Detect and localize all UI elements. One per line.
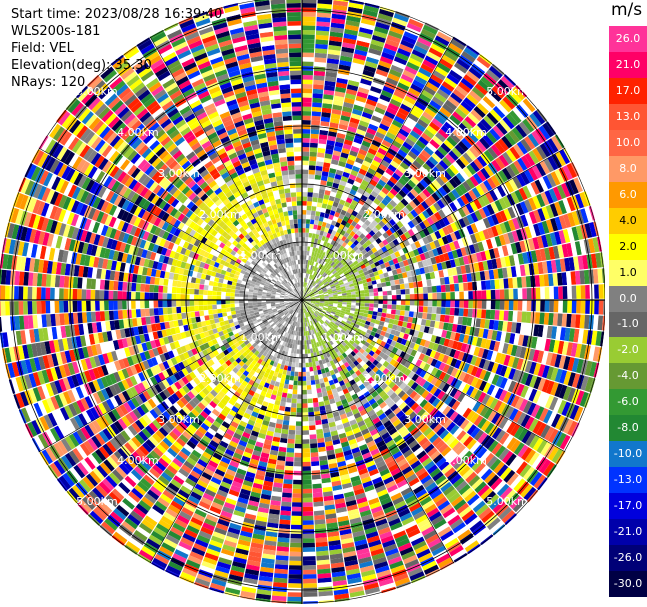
range-ring-label: 2.00km xyxy=(363,208,405,221)
colorbar-tick-label: -2.0 xyxy=(617,343,639,357)
colorbar-tick-label: -8.0 xyxy=(617,421,639,435)
colorbar-segment xyxy=(609,415,647,442)
colorbar-tick-label: -1.0 xyxy=(617,317,639,331)
outer-range-ring xyxy=(0,0,605,604)
colorbar-tick-label: 0.0 xyxy=(619,291,637,305)
outer-mask xyxy=(0,0,605,607)
range-ring-label: 2.00km xyxy=(199,372,241,385)
colorbar-segment xyxy=(609,259,647,287)
azimuth-line xyxy=(301,299,566,453)
instrument-label: WLS200s-181 xyxy=(11,24,101,39)
colorbar-segment xyxy=(609,285,647,312)
colorbar-tick-label: -21.0 xyxy=(613,525,643,539)
colorbar-segment xyxy=(609,155,647,183)
range-ring-label: 1.00km xyxy=(322,331,364,344)
start-time-label: Start time: 2023/08/28 16:39:40 xyxy=(11,7,223,22)
colorbar-tick-label: -10.0 xyxy=(613,447,643,461)
range-ring-label: 1.00km xyxy=(322,249,364,262)
range-ring-label: 3.00km xyxy=(158,413,200,426)
colorbar-segment xyxy=(609,51,647,79)
colorbar-tick-label: 4.0 xyxy=(619,213,637,227)
field-label: Field: VEL xyxy=(11,41,74,56)
colorbar-tick-label: -4.0 xyxy=(617,369,639,383)
colorbar-segment xyxy=(609,389,647,416)
range-ring-label: 3.00km xyxy=(404,167,446,180)
colorbar-tick-label: -26.0 xyxy=(613,551,643,565)
range-ring-label: 2.00km xyxy=(363,372,405,385)
colorbar-segment xyxy=(609,441,647,468)
range-ring-label: 5.00km xyxy=(76,85,118,98)
colorbar-segment xyxy=(609,233,647,261)
range-ring-label: 2.00km xyxy=(199,208,241,221)
range-ring-label: 4.00km xyxy=(445,454,487,467)
azimuth-line xyxy=(301,147,566,301)
colorbar-tick-label: 13.0 xyxy=(615,109,641,123)
range-ring-label: 5.00km xyxy=(486,85,528,98)
scan-info-panel: Start time: 2023/08/28 16:39:40 WLS200s-… xyxy=(11,6,222,91)
colorbar-segment xyxy=(609,77,647,105)
range-ring-label: 4.00km xyxy=(445,126,487,139)
colorbar-tick-label: -13.0 xyxy=(613,473,643,487)
nrays-label: NRays: 120 xyxy=(11,75,86,90)
colorbar-segment xyxy=(609,493,647,520)
colorbar-segment xyxy=(609,545,647,572)
colorbar-tick-label: 26.0 xyxy=(615,31,641,45)
colorbar-segment xyxy=(609,467,647,494)
elevation-label: Elevation(deg): 35.30 xyxy=(11,58,152,73)
colorbar-tick-label: 8.0 xyxy=(619,161,637,175)
colorbar-segment xyxy=(609,26,647,53)
colorbar-tick-label: 10.0 xyxy=(615,135,641,149)
azimuth-line xyxy=(301,36,455,301)
colorbar-segment xyxy=(609,103,647,131)
azimuth-line xyxy=(149,299,303,564)
colorbar-tick-label: 2.0 xyxy=(619,239,637,253)
colorbar-tick-label: -6.0 xyxy=(617,395,639,409)
colorbar: 26.0 21.0 17.0 13.0 10.0 8.0 6.0 4.0 2.0 1.0 0.0 -1… xyxy=(609,26,647,598)
ppi-display: 1.00km 1.00km 1.00km 1.00km 2.00km 2.00km 2.00… xyxy=(0,0,605,607)
velocity-gates xyxy=(0,0,605,604)
range-ring-label: 1.00km xyxy=(240,249,282,262)
range-ring-label: 3.00km xyxy=(404,413,446,426)
colorbar-tick-label: -30.0 xyxy=(613,577,643,591)
colorbar-tick-label: -17.0 xyxy=(613,499,643,513)
azimuth-line xyxy=(38,299,303,453)
range-ring-label: 5.00km xyxy=(76,495,118,508)
colorbar-tick-label: 21.0 xyxy=(615,57,641,71)
colorbar-segment xyxy=(609,519,647,546)
colorbar-segment xyxy=(609,181,647,209)
colorbar-tick-label: 17.0 xyxy=(615,83,641,97)
range-ring-label: 5.00km xyxy=(486,495,528,508)
colorbar-tick-label: 1.0 xyxy=(619,265,637,279)
azimuth-line xyxy=(38,147,303,301)
range-ring-label: 3.00km xyxy=(158,167,200,180)
colorbar-tick-label: 6.0 xyxy=(619,187,637,201)
colorbar-segment xyxy=(609,311,647,338)
range-ring-label: 4.00km xyxy=(117,126,159,139)
azimuth-line xyxy=(301,299,455,564)
colorbar-unit: m/s xyxy=(611,0,643,20)
colorbar-segment xyxy=(609,129,647,157)
azimuth-line xyxy=(149,36,303,301)
range-ring-label: 1.00km xyxy=(240,331,282,344)
colorbar-segment xyxy=(609,337,647,364)
colorbar-segment xyxy=(609,571,647,598)
range-ring-label: 4.00km xyxy=(117,454,159,467)
colorbar-segment xyxy=(609,363,647,390)
colorbar-segment xyxy=(609,207,647,235)
